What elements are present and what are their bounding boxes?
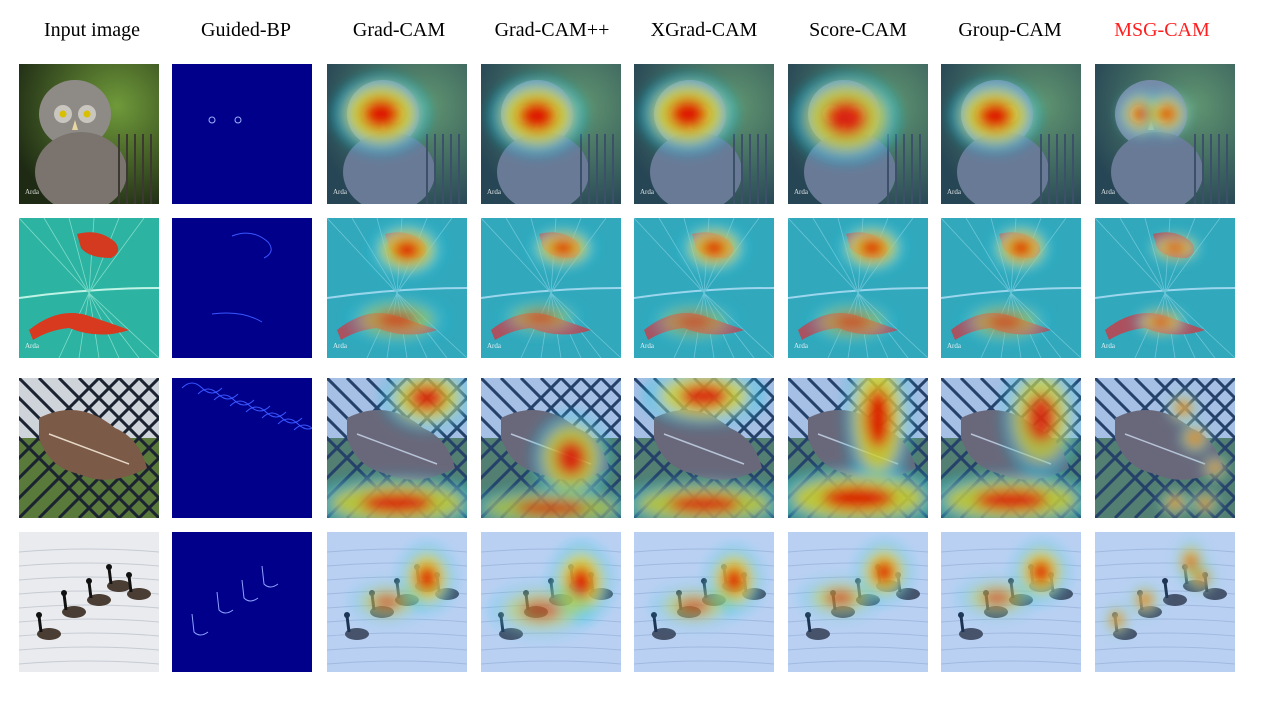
- panel-owl-xgrad-cam: Arda: [634, 64, 774, 204]
- panel-owl-grad-cam-: Arda: [481, 64, 621, 204]
- panel-image: Arda: [481, 64, 621, 204]
- panel-image: Arda: [1095, 218, 1235, 358]
- panel-image: [941, 378, 1081, 518]
- watermark-text: Arda: [25, 342, 40, 350]
- watermark-text: Arda: [794, 188, 809, 196]
- header-grad-cam: Grad-CAM: [353, 17, 445, 43]
- panel-geese-on-water-grad-cam-: [481, 532, 621, 672]
- panel-image: [481, 378, 621, 518]
- panel-newts-on-leaf-msg-cam: Arda: [1095, 218, 1235, 358]
- panel-image: Arda: [481, 218, 621, 358]
- header-grad-cam-pp: Grad-CAM++: [495, 17, 610, 43]
- watermark-text: Arda: [947, 188, 962, 196]
- panel-newts-on-leaf-group-cam: Arda: [941, 218, 1081, 358]
- header-guided-bp: Guided-BP: [201, 17, 291, 43]
- watermark-text: Arda: [25, 188, 40, 196]
- panel-newts-on-leaf-grad-cam: Arda: [327, 218, 467, 358]
- panel-image: Arda: [634, 218, 774, 358]
- panel-owl-guided-bp: [172, 64, 312, 204]
- panel-geese-on-water-xgrad-cam: [634, 532, 774, 672]
- header-xgrad-cam: XGrad-CAM: [651, 17, 758, 43]
- panel-image: Arda: [19, 64, 159, 204]
- panel-leaf-on-chain-link-fence-xgrad-cam: [634, 378, 774, 518]
- panel-image: [1095, 378, 1235, 518]
- panel-owl-group-cam: Arda: [941, 64, 1081, 204]
- watermark-text: Arda: [640, 342, 655, 350]
- panel-image: Arda: [327, 64, 467, 204]
- panel-owl-input-image: Arda: [19, 64, 159, 204]
- watermark-text: Arda: [947, 342, 962, 350]
- panel-leaf-on-chain-link-fence-grad-cam-: [481, 378, 621, 518]
- panel-image: [327, 532, 467, 672]
- panel-geese-on-water-guided-bp: [172, 532, 312, 672]
- panel-image: [172, 218, 312, 358]
- header-input-image: Input image: [44, 17, 140, 43]
- panel-leaf-on-chain-link-fence-grad-cam: [327, 378, 467, 518]
- watermark-text: Arda: [487, 188, 502, 196]
- panel-leaf-on-chain-link-fence-guided-bp: [172, 378, 312, 518]
- panel-leaf-on-chain-link-fence-group-cam: [941, 378, 1081, 518]
- panel-image: Arda: [634, 64, 774, 204]
- panel-leaf-on-chain-link-fence-input-image: [19, 378, 159, 518]
- panel-image: Arda: [1095, 64, 1235, 204]
- watermark-text: Arda: [487, 342, 502, 350]
- panel-image: [172, 378, 312, 518]
- panel-image: [788, 532, 928, 672]
- watermark-text: Arda: [333, 188, 348, 196]
- panel-image: [941, 532, 1081, 672]
- header-group-cam: Group-CAM: [958, 17, 1061, 43]
- panel-owl-msg-cam: Arda: [1095, 64, 1235, 204]
- panel-geese-on-water-input-image: [19, 532, 159, 672]
- watermark-text: Arda: [1101, 342, 1116, 350]
- panel-image: [19, 532, 159, 672]
- watermark-text: Arda: [794, 342, 809, 350]
- panel-image: Arda: [941, 218, 1081, 358]
- panel-image: [788, 378, 928, 518]
- panel-image: [327, 378, 467, 518]
- panel-image: [19, 378, 159, 518]
- panel-newts-on-leaf-input-image: Arda: [19, 218, 159, 358]
- panel-leaf-on-chain-link-fence-msg-cam: [1095, 378, 1235, 518]
- panel-image: [172, 532, 312, 672]
- header-score-cam: Score-CAM: [809, 17, 907, 43]
- header-msg-cam: MSG-CAM: [1114, 17, 1210, 43]
- panel-image: Arda: [788, 64, 928, 204]
- panel-newts-on-leaf-grad-cam-: Arda: [481, 218, 621, 358]
- panel-newts-on-leaf-xgrad-cam: Arda: [634, 218, 774, 358]
- panel-image: [172, 64, 312, 204]
- panel-image: [1095, 532, 1235, 672]
- panel-leaf-on-chain-link-fence-score-cam: [788, 378, 928, 518]
- panel-image: Arda: [327, 218, 467, 358]
- panel-geese-on-water-grad-cam: [327, 532, 467, 672]
- panel-image: Arda: [19, 218, 159, 358]
- panel-owl-grad-cam: Arda: [327, 64, 467, 204]
- panel-geese-on-water-score-cam: [788, 532, 928, 672]
- panel-geese-on-water-msg-cam: [1095, 532, 1235, 672]
- watermark-text: Arda: [1101, 188, 1116, 196]
- panel-newts-on-leaf-guided-bp: [172, 218, 312, 358]
- watermark-text: Arda: [640, 188, 655, 196]
- panel-image: [634, 378, 774, 518]
- panel-image: [634, 532, 774, 672]
- panel-image: Arda: [941, 64, 1081, 204]
- panel-image: Arda: [788, 218, 928, 358]
- panel-image: [481, 532, 621, 672]
- panel-geese-on-water-group-cam: [941, 532, 1081, 672]
- watermark-text: Arda: [333, 342, 348, 350]
- panel-newts-on-leaf-score-cam: Arda: [788, 218, 928, 358]
- panel-owl-score-cam: Arda: [788, 64, 928, 204]
